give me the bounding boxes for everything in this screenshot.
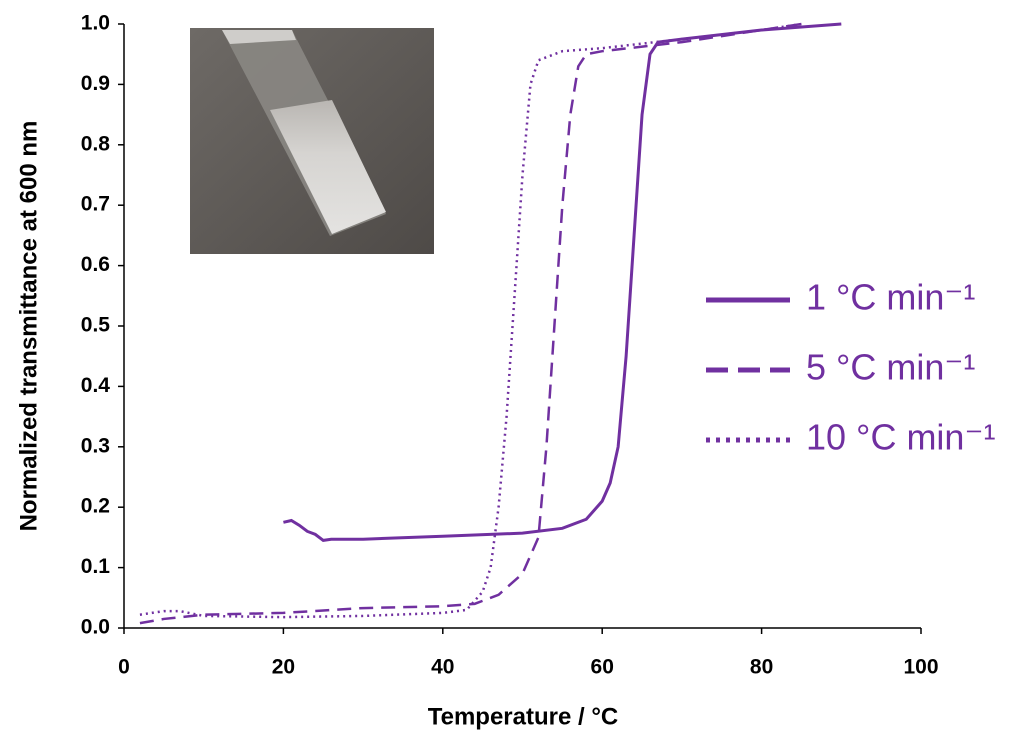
x-tick-label: 60 xyxy=(591,656,614,679)
data-line xyxy=(139,22,802,625)
y-tick-label: 0.2 xyxy=(81,495,110,518)
y-axis-title: Normalized transmittance at 600 nm xyxy=(15,121,42,532)
y-tick-label: 0.3 xyxy=(81,434,110,457)
data-line xyxy=(283,22,842,542)
legend-label: 1 °C min⁻¹ xyxy=(806,277,975,318)
inset-photo xyxy=(190,28,434,254)
y-tick-label: 0.6 xyxy=(81,253,110,276)
y-tick-label: 1.0 xyxy=(81,12,110,35)
y-tick-label: 0.8 xyxy=(81,132,111,155)
y-tick-label: 0.5 xyxy=(81,314,111,337)
x-axis-title: Temperature / °C xyxy=(428,703,619,730)
y-tick-label: 0.4 xyxy=(81,374,111,397)
x-tick-label: 40 xyxy=(431,656,454,679)
x-tick-label: 80 xyxy=(750,656,773,679)
y-tick-label: 0.0 xyxy=(81,616,110,639)
x-tick-label: 20 xyxy=(272,656,295,679)
legend-label: 10 °C min⁻¹ xyxy=(806,417,995,458)
y-tick-label: 0.7 xyxy=(81,193,110,216)
y-tick-label: 0.1 xyxy=(81,555,111,578)
y-tick-label: 0.9 xyxy=(81,72,110,95)
legend-label: 5 °C min⁻¹ xyxy=(806,347,975,388)
x-tick-label: 0 xyxy=(118,656,130,679)
data-line xyxy=(139,22,802,619)
x-tick-label: 100 xyxy=(903,656,938,679)
